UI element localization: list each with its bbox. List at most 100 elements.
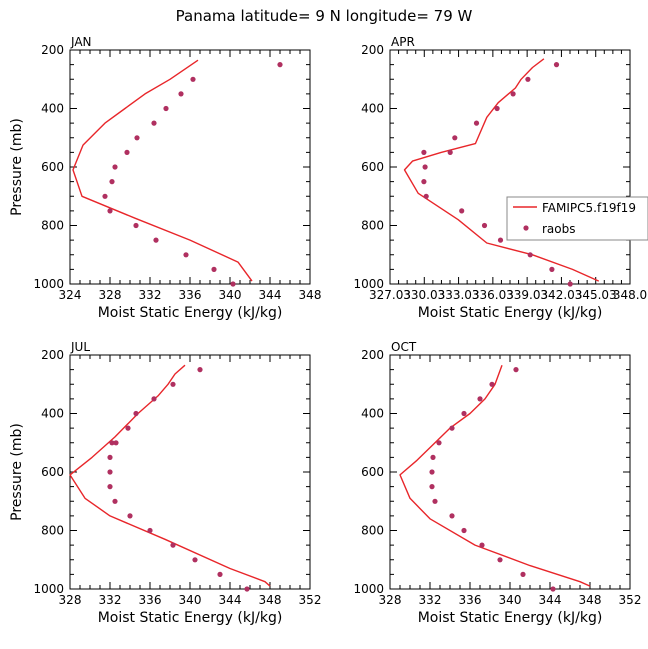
obs-point xyxy=(449,425,455,431)
x-axis-title: Moist Static Energy (kJ/kg) xyxy=(98,305,283,321)
obs-point xyxy=(421,179,427,185)
panel-title: JAN xyxy=(70,35,92,49)
obs-point xyxy=(473,120,480,126)
x-tick-label: 336 xyxy=(179,288,202,302)
obs-point xyxy=(510,91,516,97)
x-tick-label: 340 xyxy=(219,288,242,302)
plot-frame xyxy=(69,49,311,285)
x-tick-label: 328 xyxy=(379,593,402,607)
panel-title: OCT xyxy=(391,340,417,354)
obs-point xyxy=(190,76,196,82)
obs-point xyxy=(124,149,130,155)
panel-title: JUL xyxy=(70,340,90,354)
legend-model-label: FAMIPC5.f19f19 xyxy=(542,201,636,215)
x-tick-label: 342.03 xyxy=(540,288,582,302)
x-tick-label: 330.03 xyxy=(403,288,445,302)
obs-point xyxy=(153,237,159,243)
plot-frame xyxy=(389,354,631,590)
obs-point xyxy=(211,266,217,272)
x-tick-label: 336 xyxy=(139,593,162,607)
obs-point xyxy=(163,105,169,112)
obs-point xyxy=(525,76,531,82)
legend-obs-swatch xyxy=(523,225,529,231)
y-tick-label: 1000 xyxy=(33,277,64,291)
x-tick-label: 348 xyxy=(579,593,602,607)
obs-point xyxy=(494,105,500,112)
x-tick-label: 332 xyxy=(99,593,122,607)
y-tick-label: 800 xyxy=(41,219,64,233)
x-tick-label: 332 xyxy=(139,288,162,302)
plot-frame xyxy=(69,354,311,590)
obs-point xyxy=(244,586,250,592)
y-tick-label: 400 xyxy=(41,102,64,116)
model-line xyxy=(399,364,591,587)
y-tick-label: 600 xyxy=(361,160,384,174)
obs-point xyxy=(436,440,442,446)
x-tick-label: 340 xyxy=(499,593,522,607)
obs-point xyxy=(481,222,488,229)
y-tick-label: 1000 xyxy=(353,277,384,291)
obs-point xyxy=(461,410,467,417)
x-tick-label: 348 xyxy=(259,593,282,607)
obs-point xyxy=(550,586,556,592)
model-line xyxy=(69,364,271,587)
obs-point xyxy=(112,164,118,170)
x-tick-label: 344 xyxy=(259,288,282,302)
y-tick-label: 800 xyxy=(41,524,64,538)
obs-point xyxy=(107,454,113,460)
x-tick-label: 336.03 xyxy=(472,288,514,302)
obs-point xyxy=(192,557,198,563)
obs-point xyxy=(452,135,458,141)
obs-point xyxy=(429,484,435,490)
panel-title: APR xyxy=(391,35,415,49)
obs-point xyxy=(107,484,113,490)
obs-point xyxy=(109,179,115,185)
x-axis-title: Moist Static Energy (kJ/kg) xyxy=(418,305,603,321)
panels: JAN 324 328 332 336 340 344 348 200 400 600 800 1000… xyxy=(9,35,647,626)
obs-point xyxy=(230,281,236,287)
x-tick-label: 333.03 xyxy=(438,288,480,302)
y-tick-label: 400 xyxy=(41,407,64,421)
y-tick-label: 1000 xyxy=(353,582,384,596)
obs-point xyxy=(133,410,139,417)
obs-point xyxy=(567,281,573,287)
obs-point xyxy=(183,252,189,258)
x-tick-label: 324 xyxy=(59,288,82,302)
obs-point xyxy=(197,367,203,373)
obs-point xyxy=(479,542,485,548)
x-axis-title: Moist Static Energy (kJ/kg) xyxy=(98,610,283,626)
x-tick-label: 352 xyxy=(299,593,322,607)
y-tick-label: 200 xyxy=(41,43,64,57)
obs-point xyxy=(109,440,115,446)
x-tick-label: 344 xyxy=(539,593,562,607)
obs-point xyxy=(217,571,223,578)
y-tick-label: 600 xyxy=(41,160,64,174)
y-tick-label: 800 xyxy=(361,524,384,538)
x-tick-label: 344 xyxy=(219,593,242,607)
obs-point xyxy=(107,469,113,475)
legend-box xyxy=(506,196,648,241)
obs-point xyxy=(147,527,153,534)
obs-point xyxy=(459,208,465,214)
panel-jan: JAN 324 328 332 336 340 344 348 200 400 600 800 1000… xyxy=(9,35,321,321)
model-line xyxy=(72,59,253,282)
obs-point xyxy=(125,425,131,431)
obs-point xyxy=(127,513,133,519)
x-axis-title: Moist Static Energy (kJ/kg) xyxy=(418,610,603,626)
obs-point xyxy=(113,440,119,446)
x-tick-label: 327.03 xyxy=(369,288,411,302)
legend-obs-label: raobs xyxy=(542,222,576,236)
obs-point xyxy=(170,381,176,387)
obs-point xyxy=(429,469,435,475)
x-tick-label: 348 xyxy=(299,288,322,302)
y-tick-label: 200 xyxy=(361,348,384,362)
obs-point xyxy=(497,557,503,563)
x-tick-label: 339.03 xyxy=(506,288,548,302)
y-axis-title: Pressure (mb) xyxy=(9,423,25,521)
x-tick-label: 328 xyxy=(99,288,122,302)
y-tick-label: 400 xyxy=(361,102,384,116)
obs-point xyxy=(497,237,504,243)
x-tick-label: 328 xyxy=(59,593,82,607)
x-tick-label: 340 xyxy=(179,593,202,607)
